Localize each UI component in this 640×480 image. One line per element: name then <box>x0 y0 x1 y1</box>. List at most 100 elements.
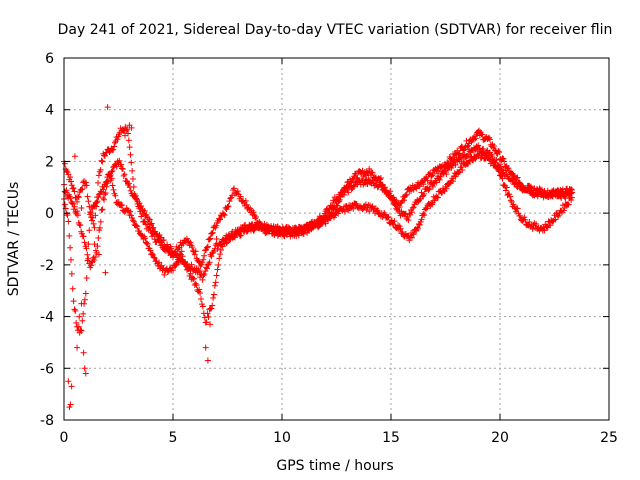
data-point <box>418 216 425 223</box>
data-point <box>134 223 141 230</box>
data-point <box>74 198 81 205</box>
data-point <box>336 193 343 200</box>
data-point <box>217 246 224 253</box>
data-point <box>231 185 238 192</box>
data-point <box>127 187 134 194</box>
data-point <box>426 185 433 192</box>
data-point <box>554 213 561 220</box>
data-point <box>201 271 208 278</box>
data-point <box>501 158 508 165</box>
data-point <box>409 204 416 211</box>
data-point <box>79 186 86 193</box>
outlier-point <box>66 404 73 411</box>
data-point <box>330 197 337 204</box>
data-point <box>204 265 211 272</box>
data-point <box>96 224 103 231</box>
data-point <box>126 184 133 191</box>
data-point <box>214 245 221 252</box>
data-point <box>420 210 427 217</box>
outlier-point <box>104 104 111 111</box>
data-point <box>87 262 94 269</box>
data-point <box>208 305 215 312</box>
data-point <box>127 151 134 158</box>
data-point <box>523 186 530 193</box>
data-point <box>351 183 358 190</box>
data-point <box>80 310 87 317</box>
data-point <box>83 182 90 189</box>
data-point <box>146 216 153 223</box>
data-point <box>65 218 72 225</box>
data-point <box>95 179 102 186</box>
data-point <box>187 270 194 277</box>
data-point <box>328 213 335 220</box>
data-point <box>496 168 503 175</box>
data-point <box>434 194 441 201</box>
data-point <box>403 191 410 198</box>
data-point <box>156 259 163 266</box>
data-point <box>339 207 346 214</box>
data-point <box>319 220 326 227</box>
data-point <box>231 233 238 240</box>
data-point <box>95 194 102 201</box>
data-point <box>195 267 202 274</box>
data-point <box>421 212 428 219</box>
data-point <box>565 201 572 208</box>
data-point <box>224 239 231 246</box>
data-point <box>335 210 342 217</box>
outlier-point <box>207 321 214 328</box>
data-point <box>507 197 514 204</box>
outlier-point <box>74 344 81 351</box>
outlier-point <box>204 357 211 364</box>
data-point <box>204 310 211 317</box>
data-point <box>513 175 520 182</box>
data-point <box>83 275 90 282</box>
data-point <box>237 232 244 239</box>
data-point <box>118 202 125 209</box>
data-point <box>75 194 82 201</box>
data-point <box>102 190 109 197</box>
data-point <box>92 212 99 219</box>
data-point <box>443 171 450 178</box>
data-point <box>240 228 247 235</box>
data-point <box>329 203 336 210</box>
data-point <box>443 185 450 192</box>
data-point <box>206 236 213 243</box>
data-point <box>416 221 423 228</box>
data-point <box>410 204 417 211</box>
data-point <box>391 201 398 208</box>
data-point <box>343 184 350 191</box>
data-point <box>91 224 98 231</box>
data-point <box>205 314 212 321</box>
outlier-point <box>78 204 85 211</box>
data-point <box>75 323 82 330</box>
data-point <box>73 319 80 326</box>
data-point <box>101 196 108 203</box>
data-point <box>114 136 121 143</box>
data-point <box>71 188 78 195</box>
data-point <box>415 225 422 232</box>
data-point <box>206 259 213 266</box>
data-point <box>416 183 423 190</box>
data-point <box>204 243 211 250</box>
data-point <box>201 252 208 259</box>
data-point <box>138 203 145 210</box>
data-point <box>519 217 526 224</box>
data-point <box>68 270 75 277</box>
x-tick-label: 15 <box>382 430 400 446</box>
data-point <box>141 207 148 214</box>
data-point <box>66 232 73 239</box>
data-point <box>208 230 215 237</box>
data-point <box>99 206 106 213</box>
data-point <box>217 216 224 223</box>
data-point <box>67 256 74 263</box>
data-point <box>516 179 523 186</box>
data-point <box>88 217 95 224</box>
outlier-point <box>76 313 83 320</box>
data-point <box>369 169 376 176</box>
outlier-point <box>78 300 85 307</box>
data-point <box>408 234 415 241</box>
data-point <box>287 233 294 240</box>
data-point <box>414 224 421 231</box>
data-point <box>84 251 91 258</box>
